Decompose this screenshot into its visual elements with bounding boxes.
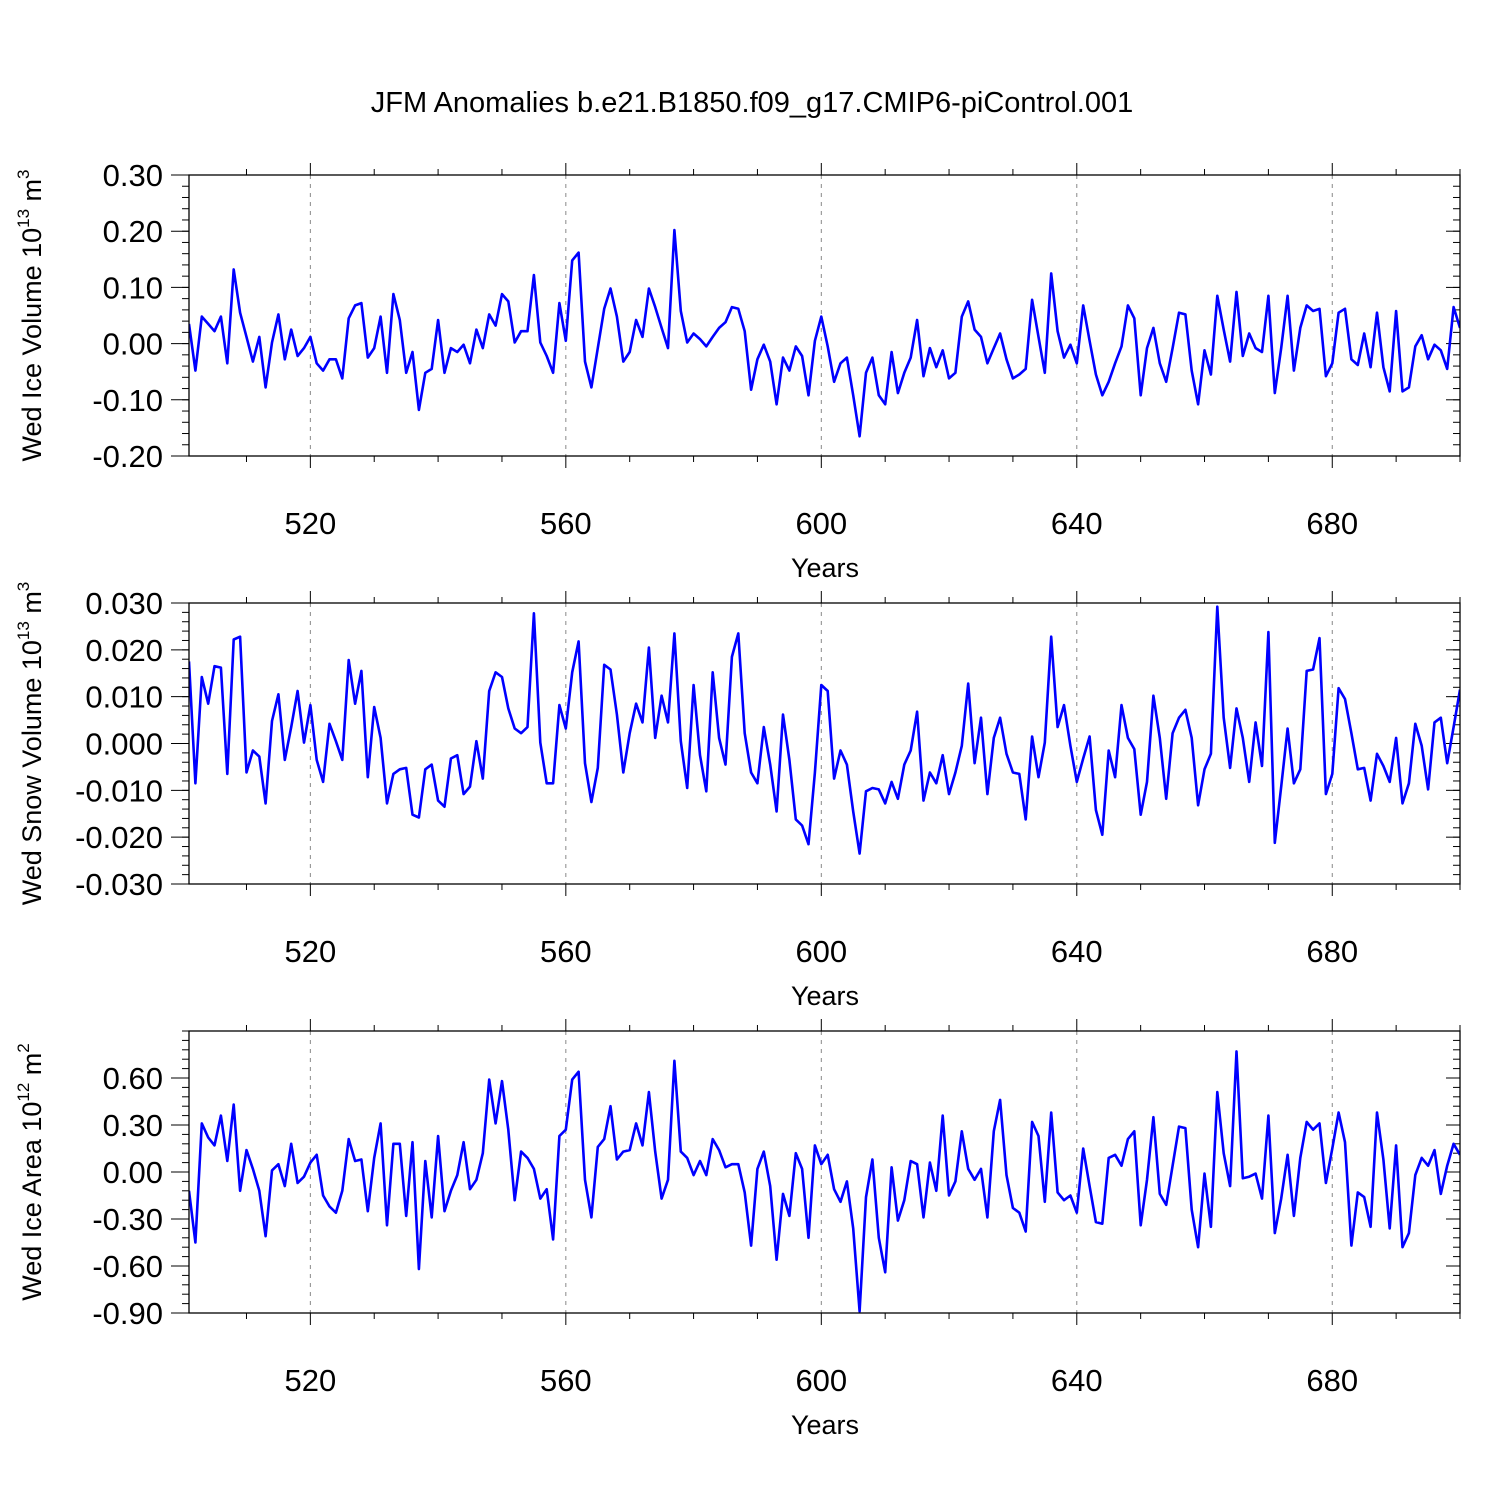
data-series-line [189, 1050, 1460, 1313]
plot-frame [188, 602, 1461, 885]
y-axis-label-unit: m [17, 179, 47, 209]
x-tick-label: 680 [1306, 934, 1358, 969]
y-tick-label: 0.00 [103, 1155, 163, 1190]
y-tick-label: -0.30 [92, 1202, 163, 1237]
x-tick-label: 520 [284, 1363, 336, 1398]
y-tick-label: -0.020 [75, 820, 163, 855]
y-tick-label: -0.010 [75, 773, 163, 808]
y-tick-label: -0.030 [75, 867, 163, 902]
x-tick-label: 560 [540, 506, 592, 541]
y-tick-label: 0.00 [103, 327, 163, 362]
x-tick-label: 560 [540, 934, 592, 969]
x-tick-label: 520 [284, 506, 336, 541]
y-tick-label: 0.20 [103, 214, 163, 249]
y-axis-label: Wed Snow Volume 1013 m3 [14, 582, 47, 906]
y-tick-label: 0.30 [103, 158, 163, 193]
panels: 0.30 0.20 0.10 0.00 -0.10 -0.20 520 560 600 640 68… [14, 158, 1461, 1440]
y-axis-label-unit: m [17, 1053, 47, 1083]
y-tick-label: 0.30 [103, 1108, 163, 1143]
y-tick-label: 0.000 [85, 727, 163, 762]
y-tick-label: 0.010 [85, 680, 163, 715]
x-tick-label: 600 [795, 934, 847, 969]
x-tick-label: 640 [1051, 506, 1103, 541]
y-axis-label-exponent: 12 [14, 1083, 33, 1102]
y-tick-label: -0.60 [92, 1249, 163, 1284]
chart-title: JFM Anomalies b.e21.B1850.f09_g17.CMIP6-… [371, 87, 1134, 119]
x-tick-label: 520 [284, 934, 336, 969]
y-tick-label: 0.10 [103, 270, 163, 305]
y-axis-label-unit-exponent: 3 [14, 582, 33, 591]
y-axis-label: Wed Ice Volume 1013 m3 [14, 169, 47, 461]
y-tick-label: -0.90 [92, 1296, 163, 1331]
x-tick-label: 600 [795, 506, 847, 541]
y-tick-label: 0.030 [85, 586, 163, 621]
x-axis-label: Years [791, 1410, 859, 1440]
plot-frame [188, 1030, 1461, 1314]
y-axis-label-exponent: 13 [14, 621, 33, 640]
y-axis-label-text: Wed Snow Volume 10 [17, 640, 47, 905]
y-axis-label-unit-exponent: 2 [14, 1043, 33, 1052]
y-axis-label-text: Wed Ice Volume 10 [17, 228, 47, 462]
data-series-line [189, 228, 1460, 438]
y-axis-label-unit: m [17, 591, 47, 621]
y-tick-label: 0.60 [103, 1061, 163, 1096]
x-tick-label: 640 [1051, 1363, 1103, 1398]
y-axis-label-text: Wed Ice Area 10 [17, 1102, 47, 1301]
data-series-line [189, 605, 1460, 855]
x-tick-label: 560 [540, 1363, 592, 1398]
y-axis-label: Wed Ice Area 1012 m2 [14, 1043, 47, 1301]
y-tick-label: -0.10 [92, 383, 163, 418]
x-axis-label: Years [791, 553, 859, 583]
x-axis-label: Years [791, 981, 859, 1011]
x-tick-label: 640 [1051, 934, 1103, 969]
plot-frame [188, 174, 1461, 457]
y-axis-label-exponent: 13 [14, 209, 33, 228]
chart-panel-1: 0.30 0.20 0.10 0.00 -0.10 -0.20 520 560 600 640 68… [14, 158, 1461, 583]
y-axis-label-unit-exponent: 3 [14, 169, 33, 178]
x-tick-label: 680 [1306, 1363, 1358, 1398]
x-tick-label: 600 [795, 1363, 847, 1398]
y-tick-label: -0.20 [92, 439, 163, 474]
chart-panel-3: 0.60 0.30 0.00 -0.30 -0.60 -0.90 520 560 600 640 6… [14, 1019, 1461, 1440]
y-tick-label: 0.020 [85, 633, 163, 668]
x-tick-label: 680 [1306, 506, 1358, 541]
chart-panel-2: 0.030 0.020 0.010 0.000 -0.010 -0.020 -0.030 52… [14, 582, 1461, 1011]
